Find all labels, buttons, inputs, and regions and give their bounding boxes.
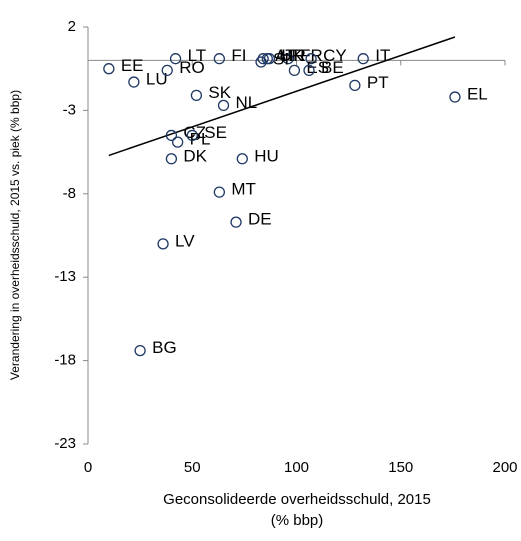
point bbox=[161, 64, 173, 77]
point-label: DE bbox=[248, 210, 272, 229]
point bbox=[357, 53, 369, 65]
point-label: LU bbox=[146, 70, 168, 89]
point-label: LV bbox=[175, 231, 195, 250]
y-axis-label: Verandering in overheidsschuld, 2015 vs.… bbox=[8, 90, 22, 380]
point bbox=[282, 53, 294, 65]
point bbox=[134, 344, 146, 357]
point bbox=[128, 76, 140, 88]
point-label: RO bbox=[179, 58, 205, 77]
x-tick-label: 200 bbox=[492, 459, 517, 476]
point bbox=[103, 63, 115, 75]
point bbox=[303, 64, 315, 77]
point bbox=[190, 89, 203, 102]
point bbox=[213, 186, 226, 198]
y-tick-label: -8 bbox=[63, 185, 76, 202]
point bbox=[165, 153, 178, 165]
point-label: SI bbox=[273, 50, 289, 69]
point-label: HU bbox=[254, 146, 279, 165]
point bbox=[186, 129, 198, 142]
x-axis-label: (% bbp) bbox=[271, 512, 324, 529]
point bbox=[157, 238, 169, 250]
point bbox=[213, 53, 226, 65]
point bbox=[230, 216, 242, 228]
point-label: BE bbox=[321, 58, 344, 77]
point bbox=[449, 91, 461, 103]
point-label: CZ bbox=[183, 123, 206, 142]
point bbox=[288, 64, 301, 77]
x-tick-label: 50 bbox=[184, 459, 201, 476]
point bbox=[172, 136, 184, 148]
point-label: PL bbox=[190, 130, 211, 149]
point bbox=[349, 79, 361, 92]
point-label: IT bbox=[375, 46, 390, 65]
point-label: LT bbox=[188, 46, 207, 65]
point bbox=[165, 129, 178, 142]
point-label: SE bbox=[204, 123, 227, 142]
point-label: ES bbox=[306, 58, 329, 77]
point-label: CY bbox=[323, 46, 347, 65]
point bbox=[169, 53, 182, 65]
point bbox=[217, 99, 230, 112]
point-label: EE bbox=[121, 56, 144, 75]
x-tick-label: 100 bbox=[284, 459, 309, 476]
point-label: AT bbox=[275, 46, 295, 65]
point-label: MT bbox=[231, 180, 256, 199]
point-label: BG bbox=[152, 338, 177, 357]
point-label: PT bbox=[367, 73, 389, 92]
point-label: SK bbox=[208, 83, 231, 102]
point bbox=[305, 53, 317, 65]
point bbox=[263, 53, 276, 65]
y-tick-label: -18 bbox=[54, 352, 76, 369]
x-tick-label: 0 bbox=[84, 459, 92, 476]
point-label: FI bbox=[231, 46, 246, 65]
x-axis-label: Geconsolideerde overheidsschuld, 2015 bbox=[163, 491, 431, 508]
x-tick-label: 150 bbox=[388, 459, 413, 476]
point-label: DK bbox=[183, 146, 207, 165]
point-label: NL bbox=[236, 93, 258, 112]
point bbox=[236, 153, 248, 165]
y-tick-label: 2 bbox=[68, 18, 76, 35]
point-label: EL bbox=[467, 85, 488, 104]
y-tick-label: -13 bbox=[54, 268, 76, 285]
y-tick-label: -23 bbox=[54, 435, 76, 452]
point-label: HR bbox=[281, 46, 306, 65]
y-tick-label: -3 bbox=[63, 101, 76, 118]
